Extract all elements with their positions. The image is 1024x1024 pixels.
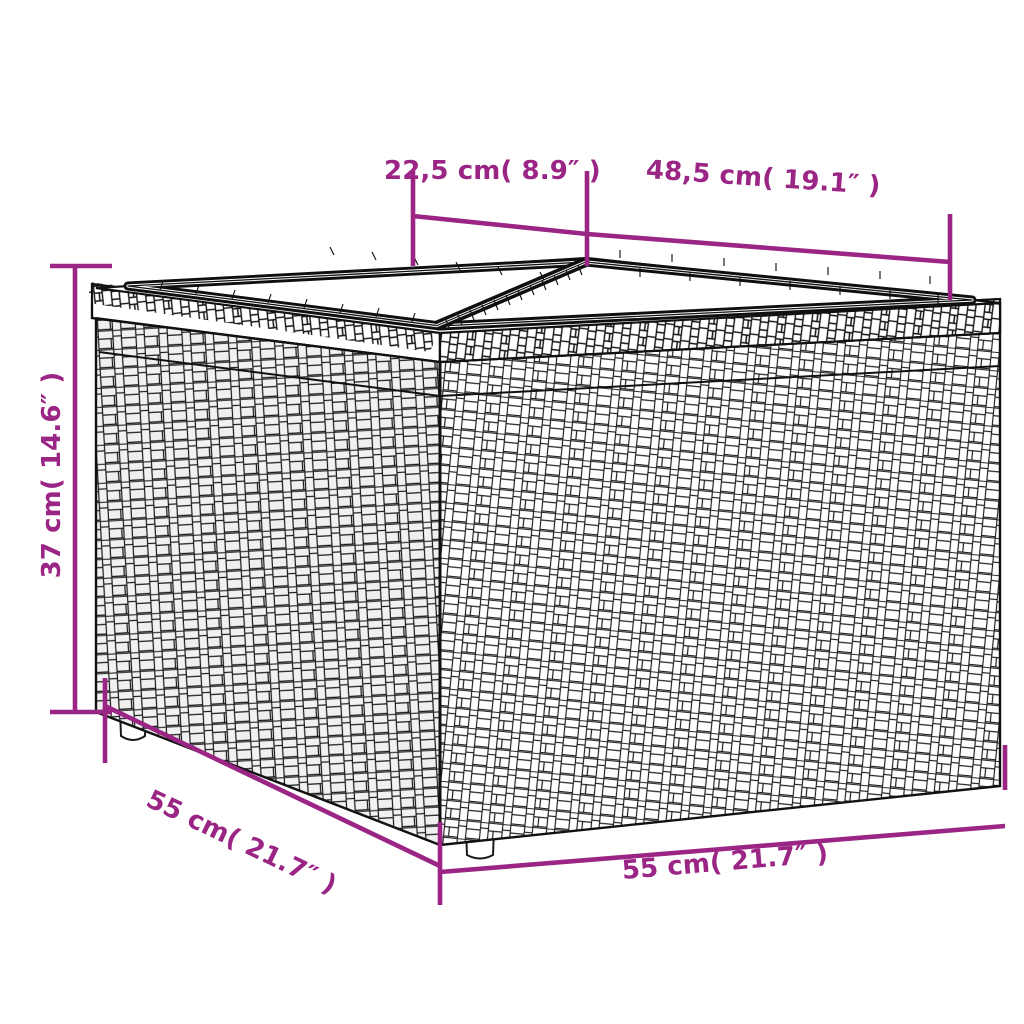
rattan-side-panel xyxy=(438,301,1002,847)
dimline-depth xyxy=(102,678,443,905)
rattan-glass-frame xyxy=(123,257,977,331)
rim-seam-lines xyxy=(95,317,1001,397)
dimension-label-height: 37 cm( 14.6″ ) xyxy=(37,371,67,579)
rattan-front-panel xyxy=(94,286,442,847)
dimline-width xyxy=(439,745,1008,875)
rattan-divider xyxy=(434,256,590,331)
dimension-lines xyxy=(50,171,1008,905)
dimline-height xyxy=(50,263,112,715)
dimension-label-glass-panel-left: 22,5 cm( 8.9″ ) xyxy=(384,156,601,186)
top-rim-bead-texture xyxy=(159,246,939,323)
dimline-glass-panel-right xyxy=(586,214,953,300)
dimline-glass-panel-left xyxy=(410,171,590,266)
